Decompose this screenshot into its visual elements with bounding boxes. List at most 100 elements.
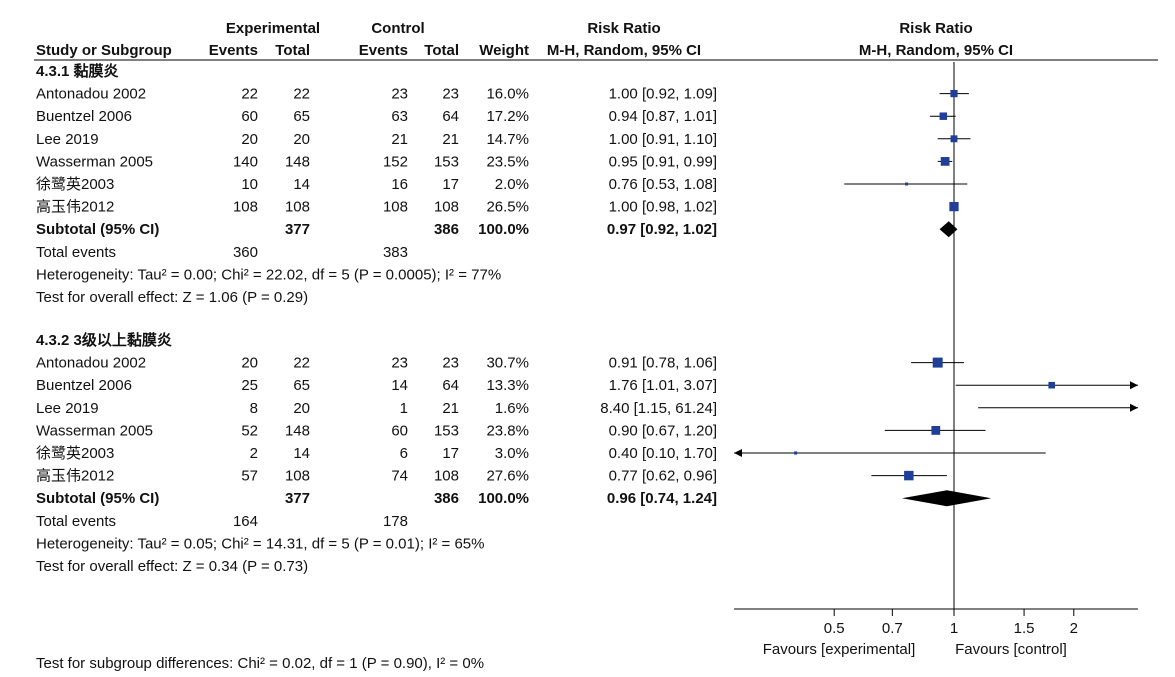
weight-cell: 13.3% — [486, 377, 529, 394]
risk-ratio-cell: 1.00 [0.92, 1.09] — [609, 86, 717, 103]
ctl-total-cell: 17 — [442, 176, 459, 193]
study-name: Lee 2019 — [36, 400, 99, 417]
risk-ratio-cell: 8.40 [1.15, 61.24] — [600, 400, 717, 417]
risk-ratio-cell: 0.40 [0.10, 1.70] — [609, 445, 717, 462]
total-events-label: Total events — [36, 513, 116, 530]
table-rows: 4.3.1 黏膜炎 Antonadou 2002 22 22 23 23 16.0% 1.00… — [36, 62, 717, 575]
x-tick-label: 2 — [1070, 620, 1078, 637]
favours-control-label: Favours [control] — [955, 641, 1067, 658]
subgroup-title: 4.3.2 3级以上黏膜炎 — [36, 331, 172, 349]
subtotal-weight: 100.0% — [478, 490, 529, 507]
exp-events-cell: 20 — [241, 131, 258, 148]
header-weight: Weight — [479, 42, 529, 59]
ctl-total-cell: 108 — [434, 199, 459, 216]
risk-ratio-cell: 0.94 [0.87, 1.01] — [609, 108, 717, 125]
header-experimental: Experimental — [226, 20, 320, 37]
study-name: 高玉伟2012 — [36, 199, 114, 216]
point-estimate — [932, 357, 943, 368]
subtotal-weight: 100.0% — [478, 221, 529, 238]
subtotal-label: Subtotal (95% CI) — [36, 490, 159, 507]
subtotal-ctl-total: 386 — [434, 490, 459, 507]
exp-total-cell: 108 — [285, 199, 310, 216]
favours-experimental-label: Favours [experimental] — [763, 641, 916, 658]
header-exp-events: Events — [209, 42, 258, 59]
exp-total-cell: 14 — [293, 445, 310, 462]
ctl-events-cell: 152 — [383, 153, 408, 170]
x-tick-label: 0.7 — [882, 620, 903, 637]
ctl-total-cell: 21 — [442, 131, 459, 148]
weight-cell: 23.5% — [486, 153, 529, 170]
exp-total-cell: 148 — [285, 153, 310, 170]
subgroup-title: 4.3.1 黏膜炎 — [36, 62, 119, 80]
header-control: Control — [371, 20, 424, 37]
ctl-total-cell: 64 — [442, 108, 459, 125]
total-events-exp: 360 — [233, 244, 258, 261]
header-study: Study or Subgroup — [36, 42, 172, 59]
header-risk-ratio-left: Risk Ratio — [587, 20, 660, 37]
exp-events-cell: 8 — [250, 400, 258, 417]
heterogeneity-text: Heterogeneity: Tau² = 0.00; Chi² = 22.02… — [36, 266, 501, 283]
risk-ratio-cell: 1.00 [0.98, 1.02] — [609, 199, 717, 216]
header-risk-ratio-right: Risk Ratio — [899, 20, 972, 37]
total-events-ctl: 178 — [383, 513, 408, 530]
total-events-exp: 164 — [233, 513, 258, 530]
subtotal-label: Subtotal (95% CI) — [36, 221, 159, 238]
exp-events-cell: 22 — [241, 86, 258, 103]
plot-area — [734, 62, 1138, 609]
ctl-events-cell: 23 — [391, 86, 408, 103]
ctl-events-cell: 16 — [391, 176, 408, 193]
study-name: Antonadou 2002 — [36, 355, 146, 372]
exp-events-cell: 25 — [241, 377, 258, 394]
weight-cell: 3.0% — [495, 445, 529, 462]
ci-arrow-right — [1130, 381, 1138, 390]
exp-events-cell: 140 — [233, 153, 258, 170]
exp-events-cell: 2 — [250, 445, 258, 462]
ctl-total-cell: 153 — [434, 422, 459, 439]
exp-events-cell: 10 — [241, 176, 258, 193]
exp-total-cell: 65 — [293, 377, 310, 394]
total-events-label: Total events — [36, 244, 116, 261]
exp-events-cell: 60 — [241, 108, 258, 125]
overall-effect-text: Test for overall effect: Z = 0.34 (P = 0… — [36, 558, 308, 575]
ctl-events-cell: 74 — [391, 468, 408, 485]
pooled-diamond — [901, 490, 992, 507]
ci-arrow-right — [1130, 403, 1138, 412]
ctl-events-cell: 108 — [383, 199, 408, 216]
header-exp-total: Total — [275, 42, 310, 59]
study-name: 高玉伟2012 — [36, 468, 114, 485]
study-name: Buentzel 2006 — [36, 377, 132, 394]
point-estimate — [904, 470, 914, 481]
x-tick-label: 1.5 — [1014, 620, 1035, 637]
point-estimate — [1048, 381, 1055, 389]
study-name: 徐鹭英2003 — [36, 444, 114, 462]
study-name: Antonadou 2002 — [36, 86, 146, 103]
exp-total-cell: 22 — [293, 86, 310, 103]
header-method-left: M-H, Random, 95% CI — [547, 42, 701, 59]
ctl-events-cell: 14 — [391, 377, 408, 394]
risk-ratio-cell: 1.00 [0.91, 1.10] — [609, 131, 717, 148]
subgroup-differences-test: Test for subgroup differences: Chi² = 0.… — [36, 655, 484, 672]
exp-total-cell: 148 — [285, 422, 310, 439]
ctl-total-cell: 23 — [442, 355, 459, 372]
exp-total-cell: 20 — [293, 131, 310, 148]
point-estimate — [939, 112, 948, 120]
point-estimate — [949, 201, 959, 212]
weight-cell: 17.2% — [486, 108, 529, 125]
subtotal-ctl-total: 386 — [434, 221, 459, 238]
header-ctl-total: Total — [424, 42, 459, 59]
ctl-events-cell: 60 — [391, 422, 408, 439]
ctl-total-cell: 21 — [442, 400, 459, 417]
risk-ratio-cell: 0.95 [0.91, 0.99] — [609, 153, 717, 170]
exp-events-cell: 20 — [241, 355, 258, 372]
weight-cell: 14.7% — [486, 131, 529, 148]
ctl-total-cell: 17 — [442, 445, 459, 462]
ctl-total-cell: 108 — [434, 468, 459, 485]
risk-ratio-cell: 0.77 [0.62, 0.96] — [609, 468, 717, 485]
point-estimate — [905, 182, 909, 186]
subtotal-exp-total: 377 — [285, 490, 310, 507]
weight-cell: 27.6% — [486, 468, 529, 485]
overall-effect-text: Test for overall effect: Z = 1.06 (P = 0… — [36, 289, 308, 306]
ci-arrow-left — [734, 449, 742, 457]
point-estimate — [794, 451, 798, 455]
